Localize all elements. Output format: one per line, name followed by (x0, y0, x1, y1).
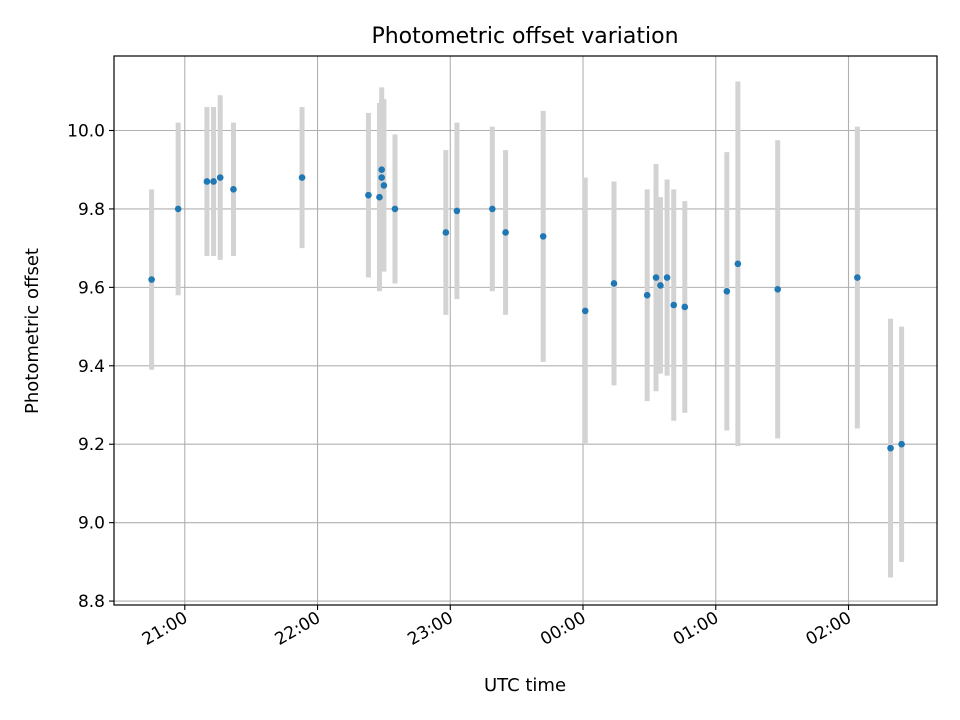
y-tick-label: 9.0 (78, 514, 105, 534)
y-tick-label: 10.0 (67, 122, 105, 142)
y-tick-label: 9.6 (78, 278, 105, 298)
y-tick-label: 9.4 (78, 357, 105, 377)
data-point (854, 274, 861, 281)
data-point (148, 276, 155, 283)
y-axis-label: Photometric offset (22, 248, 43, 414)
data-point (643, 291, 651, 299)
data-points (148, 166, 905, 452)
data-point (376, 193, 383, 201)
data-point (203, 178, 211, 185)
data-point (380, 182, 388, 189)
y-tick-label: 9.2 (78, 435, 105, 455)
data-point (298, 174, 306, 181)
data-point (489, 205, 496, 213)
data-point (378, 166, 385, 174)
chart-title: Photometric offset variation (371, 24, 678, 49)
x-axis-label: UTC time (484, 675, 566, 696)
data-point (657, 282, 664, 289)
plot-frame (113, 55, 938, 606)
data-point (391, 205, 399, 213)
data-point (723, 287, 731, 295)
y-axis-ticks: 8.8 9.0 9.2 9.4 9.6 9.8 10.0 (67, 122, 114, 612)
data-point (442, 229, 450, 236)
data-point (539, 233, 547, 240)
data-point (670, 301, 678, 309)
data-point (365, 191, 372, 199)
data-point (774, 286, 782, 293)
data-point (652, 274, 660, 281)
grid (114, 56, 937, 605)
data-point (210, 178, 217, 185)
data-point (734, 260, 742, 268)
data-point (610, 280, 618, 287)
y-tick-label: 9.8 (78, 200, 105, 220)
data-point (898, 440, 905, 448)
data-point (581, 307, 589, 315)
data-point (216, 174, 224, 181)
data-point (230, 186, 237, 193)
data-point (453, 207, 461, 215)
data-point (502, 229, 509, 236)
data-point (887, 444, 894, 452)
data-point (174, 205, 182, 213)
y-tick-label: 8.8 (78, 592, 105, 612)
data-point (681, 303, 689, 311)
data-point (663, 274, 671, 281)
data-point (378, 174, 385, 181)
